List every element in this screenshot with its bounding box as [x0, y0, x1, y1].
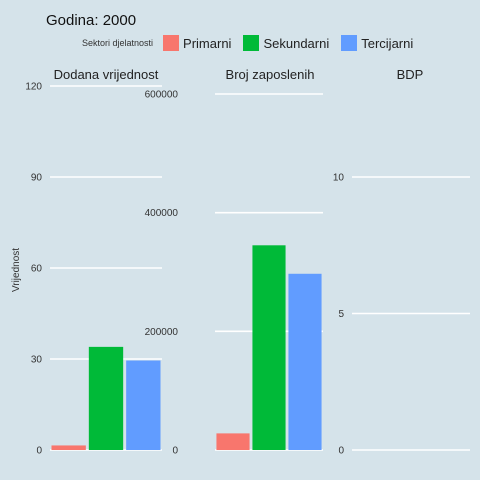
- tick-label-dodana-vrijednost-3: 90: [31, 173, 43, 184]
- facets: Dodana vrijednost 0 30 60 90 120 Broj zaposlen…: [25, 67, 470, 457]
- legend-label-sekundarni: Sekundarni: [263, 35, 330, 51]
- bar-broj-zaposlenih-sekundarni: [252, 245, 286, 450]
- tick-label-broj-zaposlenih-0: 0: [172, 446, 178, 457]
- tick-label-dodana-vrijednost-2: 60: [31, 264, 43, 275]
- legend-item-primarni: Primarni: [163, 35, 231, 51]
- bar-dodana-vrijednost-primarni: [51, 445, 86, 450]
- tick-label-broj-zaposlenih-3: 600000: [145, 90, 179, 101]
- legend-swatch-tercijarni: [341, 35, 358, 51]
- tick-label-broj-zaposlenih-2: 400000: [145, 208, 179, 219]
- tick-label-bdp-0: 0: [338, 446, 344, 457]
- tick-label-bdp-1: 5: [338, 309, 344, 320]
- legend-title: Sektori djelatnosti: [82, 38, 154, 48]
- legend-label-primarni: Primarni: [183, 35, 232, 51]
- tick-label-dodana-vrijednost-0: 0: [36, 446, 42, 457]
- bar-broj-zaposlenih-tercijarni: [288, 273, 322, 450]
- y-axis-label: Vrijednost: [11, 248, 22, 292]
- legend-label-tercijarni: Tercijarni: [361, 35, 414, 51]
- chart-title: Godina: 2000: [46, 12, 137, 29]
- tick-label-broj-zaposlenih-1: 200000: [145, 327, 179, 338]
- facet-title-bdp: BDP: [397, 67, 424, 82]
- tick-label-dodana-vrijednost-1: 30: [31, 355, 43, 366]
- legend-item-tercijarni: Tercijarni: [341, 35, 413, 51]
- tick-label-bdp-2: 10: [333, 173, 345, 184]
- facet-title-dodana-vrijednost: Dodana vrijednost: [54, 67, 159, 82]
- facet-title-broj-zaposlenih: Broj zaposlenih: [226, 67, 315, 82]
- bar-dodana-vrijednost-tercijarni: [126, 360, 161, 450]
- legend-swatch-primarni: [163, 35, 180, 51]
- legend: Sektori djelatnosti Primarni Sekundarni …: [82, 32, 419, 54]
- legend-swatch-sekundarni: [243, 35, 260, 51]
- bar-dodana-vrijednost-sekundarni: [88, 346, 124, 450]
- bar-broj-zaposlenih-primarni: [216, 433, 250, 450]
- tick-label-dodana-vrijednost-4: 120: [25, 82, 42, 93]
- legend-item-sekundarni: Sekundarni: [243, 35, 329, 51]
